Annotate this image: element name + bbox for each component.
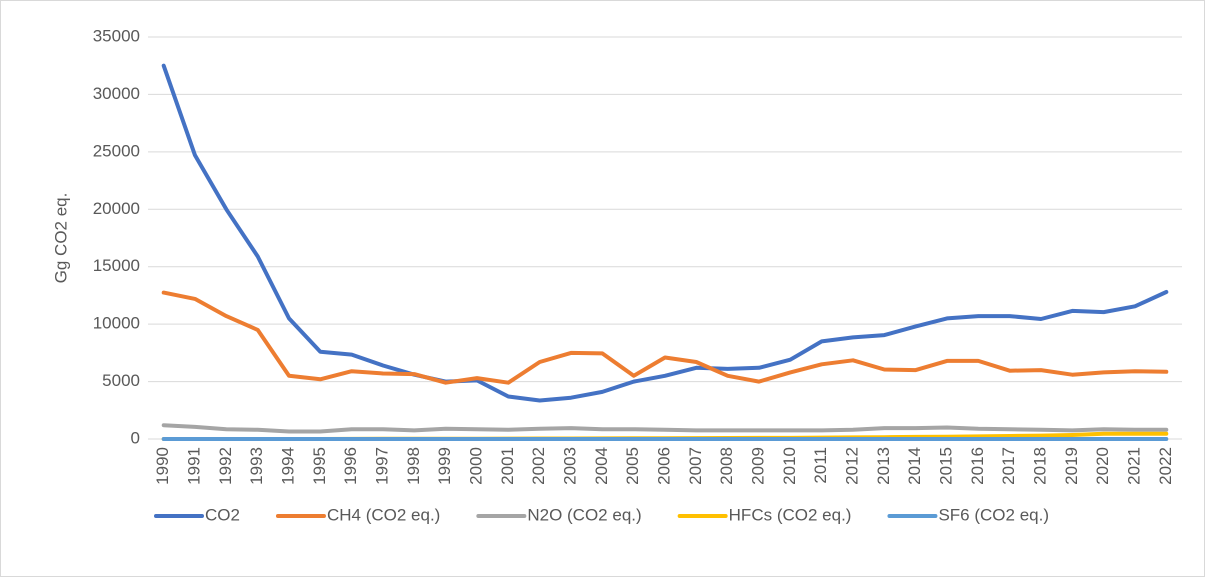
y-axis-label: Gg CO2 eq. <box>51 193 70 284</box>
x-tick-label: 2012 <box>842 447 861 485</box>
x-tick-label: 1996 <box>341 447 360 485</box>
y-tick-label: 5000 <box>102 371 140 390</box>
x-tick-label: 2022 <box>1156 447 1175 485</box>
x-tick-label: 1993 <box>247 447 266 485</box>
x-tick-label: 2014 <box>905 447 924 485</box>
x-tick-label: 1999 <box>435 447 454 485</box>
x-tick-label: 1994 <box>278 447 297 485</box>
x-tick-label: 2013 <box>874 447 893 485</box>
x-tick-label: 1995 <box>310 447 329 485</box>
y-tick-label: 25000 <box>93 141 140 160</box>
x-tick-label: 2017 <box>999 447 1018 485</box>
x-tick-label: 1998 <box>404 447 423 485</box>
x-tick-label: 2016 <box>968 447 987 485</box>
x-tick-label: 2010 <box>780 447 799 485</box>
legend-label: CO2 <box>205 505 240 524</box>
y-tick-label: 20000 <box>93 199 140 218</box>
y-tick-label: 30000 <box>93 84 140 103</box>
x-tick-label: 2018 <box>1030 447 1049 485</box>
x-tick-label: 2007 <box>686 447 705 485</box>
x-tick-label: 2003 <box>560 447 579 485</box>
x-tick-label: 2020 <box>1093 447 1112 485</box>
x-tick-label: 2021 <box>1124 447 1143 485</box>
x-tick-label: 1992 <box>216 447 235 485</box>
series-line <box>161 423 1169 434</box>
legend-label: CH4 (CO2 eq.) <box>327 505 440 524</box>
x-tick-label: 2006 <box>654 447 673 485</box>
x-tick-label: 1991 <box>184 447 203 485</box>
x-tick-label: 2000 <box>466 447 485 485</box>
series-line <box>161 290 1169 385</box>
series-line <box>161 63 1169 403</box>
y-tick-label: 0 <box>131 428 140 447</box>
x-tick-label: 2011 <box>811 447 830 484</box>
x-tick-label: 2009 <box>748 447 767 485</box>
x-tick-label: 2001 <box>498 447 517 485</box>
y-tick-label: 35000 <box>93 26 140 45</box>
x-tick-label: 2002 <box>529 447 548 485</box>
y-tick-label: 10000 <box>93 314 140 333</box>
legend-label: HFCs (CO2 eq.) <box>729 505 852 524</box>
y-tick-label: 15000 <box>93 256 140 275</box>
x-tick-label: 2019 <box>1062 447 1081 485</box>
x-tick-label: 2005 <box>623 447 642 485</box>
x-tick-label: 2008 <box>717 447 736 485</box>
x-tick-label: 2004 <box>592 447 611 485</box>
x-tick-label: 1990 <box>153 447 172 485</box>
legend-label: N2O (CO2 eq.) <box>527 505 641 524</box>
legend-label: SF6 (CO2 eq.) <box>938 505 1049 524</box>
x-tick-label: 1997 <box>372 447 391 485</box>
legend: CO2 CH4 (CO2 eq.) N2O (CO2 eq.) HFCs (CO2 e… <box>154 505 1049 524</box>
x-tick-label: 2015 <box>936 447 955 485</box>
